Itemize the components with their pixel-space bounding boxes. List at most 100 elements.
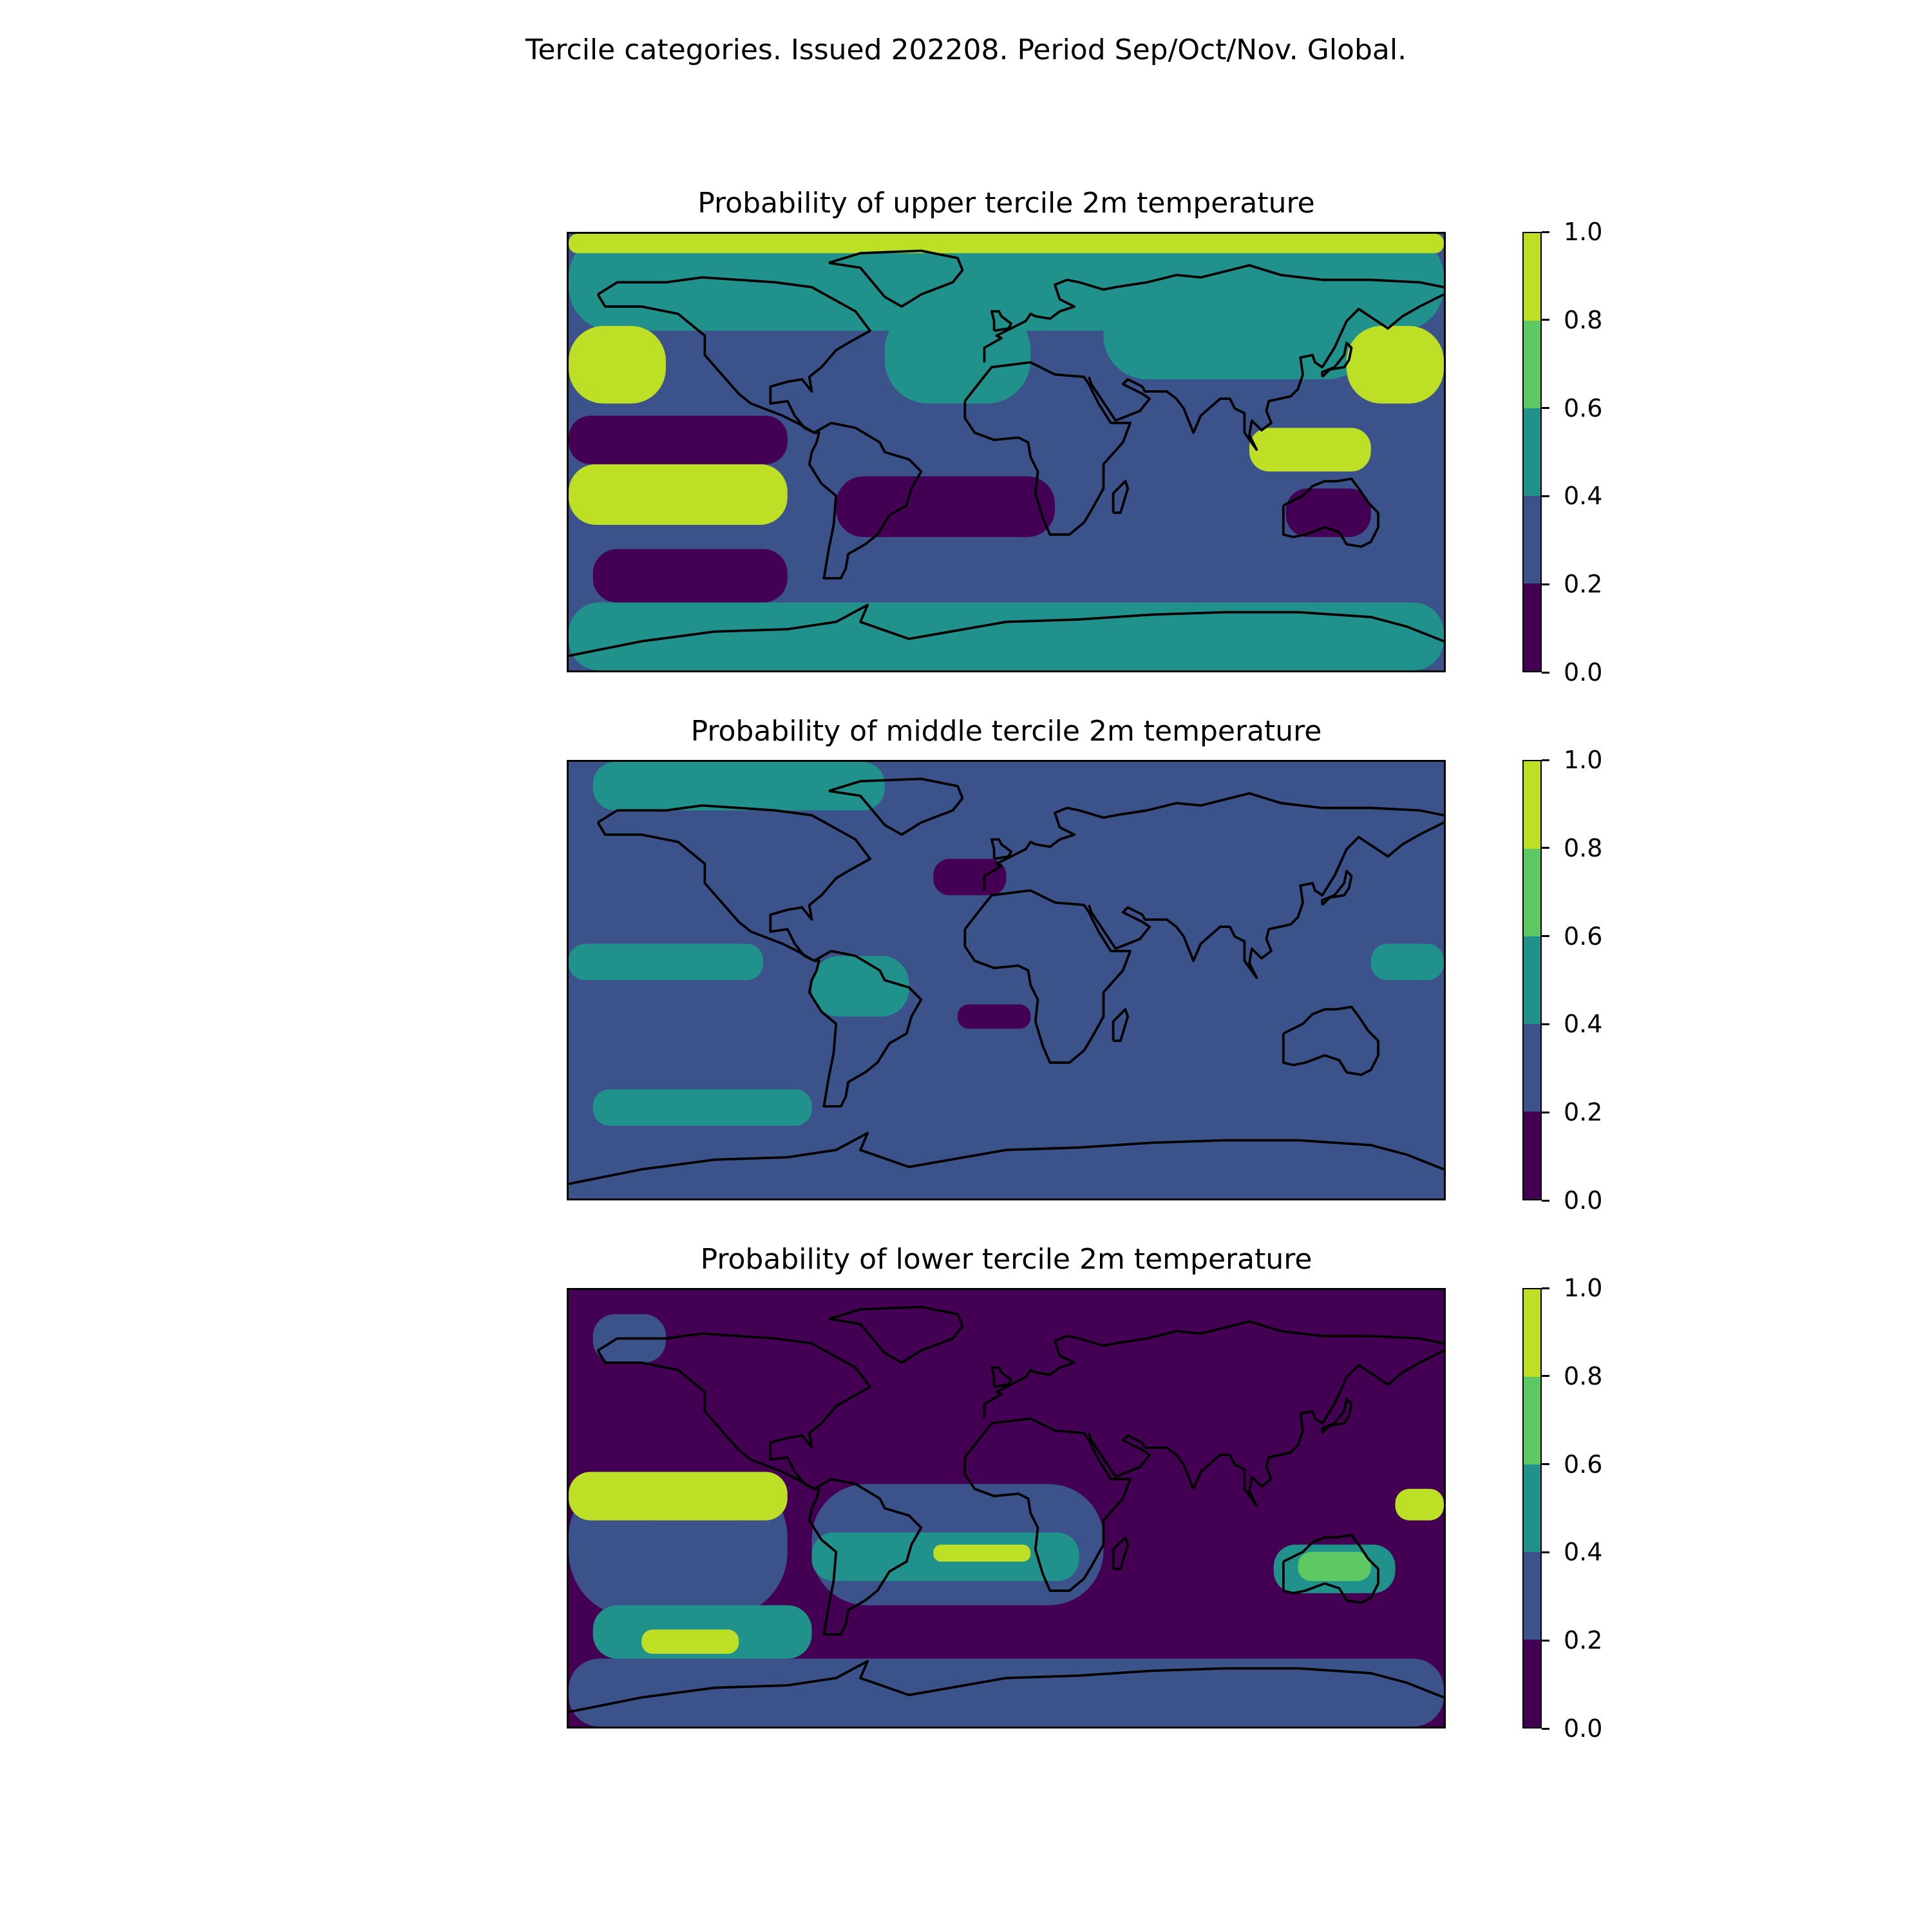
colorbar-tick [1542, 1111, 1549, 1113]
greenland-coast [828, 249, 964, 308]
colorbar-tick [1542, 495, 1549, 497]
colorbar-tick [1542, 671, 1549, 674]
probability-region-10 [1395, 1488, 1444, 1520]
greenland-coast [828, 1305, 964, 1364]
australia-coast [1282, 1533, 1379, 1604]
colorbar-tick-label: 1.0 [1564, 218, 1603, 246]
colorbar-tick-label: 0.6 [1564, 393, 1603, 422]
australia-coast [1282, 1005, 1379, 1076]
probability-region-1 [811, 956, 909, 1017]
colorbar-tick [1542, 1287, 1549, 1289]
antarctica-coast [569, 603, 1444, 658]
map-upper-tercile [567, 232, 1446, 672]
colorbar-tick-label: 0.4 [1564, 482, 1603, 511]
probability-region-9 [641, 1629, 739, 1654]
colorbar-tick [1542, 935, 1549, 938]
madagascar-coast [1112, 1008, 1130, 1043]
colorbar-tick [1542, 1463, 1549, 1466]
colorbar-tick [1542, 231, 1549, 233]
colorbar-tick-label: 1.0 [1564, 746, 1603, 774]
colorbar-segment-4 [1524, 233, 1540, 321]
africa-coast [963, 361, 1132, 536]
map-canvas [569, 1290, 1444, 1727]
australia-coast [1282, 477, 1379, 548]
uk-coast [990, 310, 1012, 332]
colorbar-tick-label: 0.6 [1564, 1450, 1603, 1479]
probability-region-0 [569, 1658, 1444, 1727]
europe-coast [983, 792, 1444, 891]
probability-region-5 [569, 326, 666, 404]
colorbar-tick-label: 0.8 [1564, 305, 1603, 334]
colorbar-tick-label: 0.2 [1564, 1626, 1603, 1655]
colorbar-tick [1542, 847, 1549, 849]
europe-coast [983, 264, 1444, 363]
colorbar-tick [1542, 1639, 1549, 1642]
north-america-coast [596, 1332, 871, 1490]
probability-region-2 [592, 1089, 812, 1126]
colorbar-tick-label: 0.2 [1564, 570, 1603, 599]
colorbar-tick-label: 0.4 [1564, 1538, 1603, 1567]
panel-middle-title: Probability of middle tercile 2m tempera… [690, 715, 1322, 748]
probability-region-7 [569, 1472, 788, 1520]
colorbar-tick [1542, 1199, 1549, 1202]
colorbar-segment-3 [1524, 849, 1540, 936]
colorbar-tick-label: 0.6 [1564, 922, 1603, 951]
south-america-coast [808, 949, 923, 1108]
probability-region-12 [1285, 488, 1371, 537]
map-canvas [569, 234, 1444, 670]
colorbar-segment-2 [1524, 936, 1540, 1024]
colorbar-lower [1522, 1288, 1542, 1728]
colorbar-segment-1 [1524, 496, 1540, 583]
colorbar-tick-label: 0.4 [1564, 1010, 1603, 1039]
greenland-coast [828, 777, 964, 836]
probability-region-3 [1370, 943, 1444, 980]
probability-region-4 [592, 762, 885, 811]
colorbar-tick [1542, 1375, 1549, 1378]
africa-coast [963, 889, 1132, 1064]
colorbar-segment-3 [1524, 321, 1540, 408]
panel-upper-title: Probability of upper tercile 2m temperat… [697, 187, 1315, 220]
colorbar-upper [1522, 232, 1542, 672]
colorbar-segment-0 [1524, 1112, 1540, 1199]
asia-east-coast [1088, 293, 1444, 451]
africa-coast [963, 1417, 1132, 1592]
madagascar-coast [1112, 480, 1130, 515]
madagascar-coast [1112, 1536, 1130, 1571]
south-america-coast [808, 1477, 923, 1636]
colorbar-middle [1522, 760, 1542, 1200]
colorbar-segment-1 [1524, 1552, 1540, 1640]
map-middle-tercile [567, 760, 1446, 1200]
antarctica-coast [569, 1132, 1444, 1186]
probability-region-6 [958, 1004, 1031, 1029]
europe-coast [983, 1320, 1444, 1419]
probability-region-7 [569, 464, 788, 525]
colorbar-segment-0 [1524, 1640, 1540, 1727]
figure-title: Tercile categories. Issued 202208. Perio… [525, 33, 1407, 66]
probability-region-1 [1103, 282, 1371, 379]
japan-coast [1321, 341, 1353, 378]
probability-region-9 [569, 415, 788, 464]
colorbar-tick [1542, 407, 1549, 410]
colorbar-tick-label: 0.8 [1564, 833, 1603, 862]
asia-east-coast [1088, 1349, 1444, 1508]
antarctica-coast [569, 1660, 1444, 1714]
probability-region-10 [592, 549, 788, 603]
probability-region-11 [836, 476, 1055, 537]
probability-region-8 [1249, 428, 1371, 472]
colorbar-tick-label: 0.0 [1564, 1186, 1603, 1215]
probability-region-5 [933, 858, 1007, 896]
colorbar-tick-label: 0.0 [1564, 1714, 1603, 1743]
colorbar-tick [1542, 319, 1549, 321]
south-america-coast [808, 421, 923, 580]
panel-lower-title: Probability of lower tercile 2m temperat… [700, 1243, 1312, 1276]
probability-region-11 [1298, 1551, 1371, 1581]
colorbar-tick-label: 0.0 [1564, 658, 1603, 687]
map-canvas [569, 762, 1444, 1198]
north-america-coast [596, 276, 871, 434]
probability-region-4 [569, 234, 1444, 254]
map-lower-tercile [567, 1288, 1446, 1728]
colorbar-segment-4 [1524, 761, 1540, 849]
colorbar-segment-2 [1524, 408, 1540, 496]
probability-region-0 [569, 943, 763, 980]
japan-coast [1321, 869, 1353, 906]
